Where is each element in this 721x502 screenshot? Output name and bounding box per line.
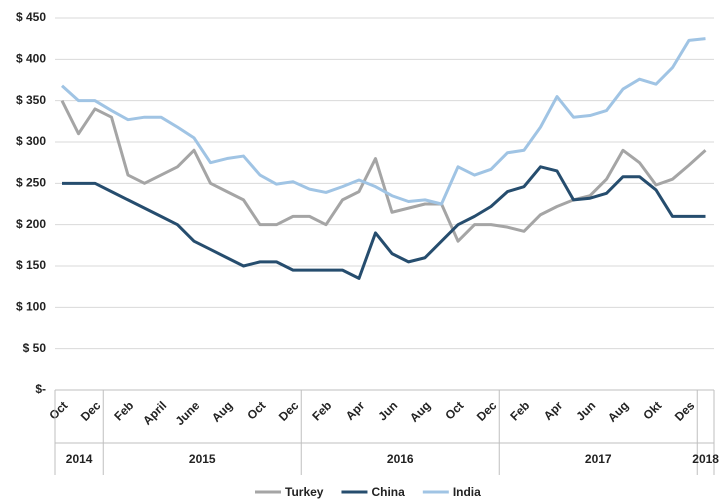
x-tick-label: Oct (244, 398, 268, 422)
x-tick-label: Jun (375, 398, 400, 423)
x-tick-label: June (173, 398, 203, 428)
x-tick-label: Aug (407, 398, 433, 424)
y-tick-label: $ 400 (16, 52, 46, 66)
year-label: 2014 (66, 452, 93, 466)
y-tick-label: $- (35, 382, 46, 396)
year-label: 2017 (585, 452, 612, 466)
legend-label: Turkey (285, 485, 324, 499)
year-label: 2016 (387, 452, 414, 466)
y-tick-label: $ 150 (16, 258, 46, 272)
x-tick-label: Des (672, 398, 698, 424)
y-tick-label: $ 50 (23, 341, 47, 355)
series-line (60, 99, 707, 243)
series-line (60, 37, 706, 206)
year-label: 2018 (692, 452, 719, 466)
x-tick-label: Dec (78, 398, 104, 424)
x-tick-label: Apr (343, 398, 368, 423)
x-tick-label: Jun (573, 398, 598, 423)
y-tick-label: $ 200 (16, 217, 46, 231)
y-tick-label: $ 250 (16, 176, 46, 190)
x-tick-label: Dec (276, 398, 302, 424)
x-tick-label: Okt (640, 398, 664, 422)
y-tick-label: $ 100 (16, 300, 46, 314)
series-line (62, 165, 706, 280)
x-tick-label: Feb (111, 398, 136, 423)
y-tick-label: $ 450 (16, 10, 46, 24)
x-tick-label: Feb (507, 398, 532, 423)
x-tick-label: Aug (209, 398, 235, 424)
x-tick-label: Aug (605, 398, 631, 424)
x-tick-label: Feb (309, 398, 334, 423)
legend-label: China (371, 485, 405, 499)
legend-label: India (453, 485, 481, 499)
year-label: 2015 (189, 452, 216, 466)
x-tick-label: Dec (474, 398, 500, 424)
x-tick-label: Oct (442, 398, 466, 422)
x-tick-label: Oct (46, 398, 70, 422)
x-tick-label: April (140, 398, 169, 427)
y-tick-label: $ 350 (16, 93, 46, 107)
x-tick-label: Apr (541, 398, 566, 423)
y-tick-label: $ 300 (16, 134, 46, 148)
